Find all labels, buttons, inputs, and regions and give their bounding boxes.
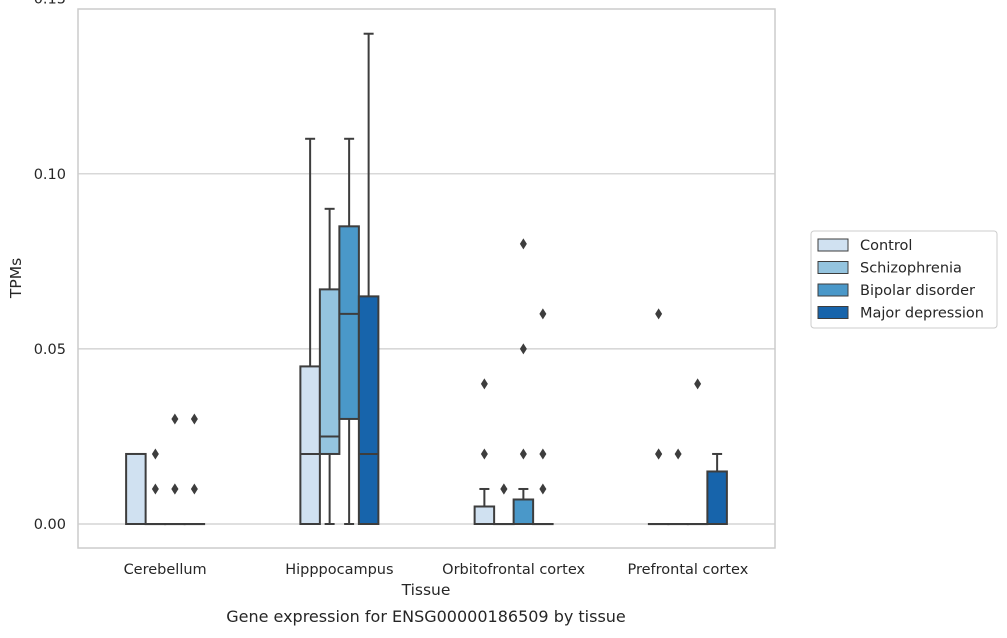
box-1-2: [494, 483, 514, 524]
box-1-1: [320, 0, 340, 524]
box-0-0: [126, 454, 146, 524]
outlier-point: [539, 308, 546, 319]
box-2-2: [514, 238, 534, 524]
y-tick-label: 0.00: [34, 517, 66, 533]
box-1-3: [668, 448, 688, 524]
outlier-point: [191, 483, 198, 494]
outlier-point: [481, 378, 488, 389]
x-tick-label: Prefrontal cortex: [627, 562, 748, 578]
legend-label: Schizophrenia: [860, 261, 962, 277]
box-0-1: [300, 0, 320, 524]
box-3-1: [359, 34, 379, 524]
box-iqr: [320, 289, 340, 454]
legend-label: Control: [860, 238, 912, 254]
outlier-point: [520, 343, 527, 354]
box-3-0: [185, 413, 205, 524]
outlier-point: [655, 448, 662, 459]
legend-label: Major depression: [860, 306, 984, 322]
box-1-0: [146, 448, 166, 524]
x-tick-label: Hipppocampus: [285, 562, 393, 578]
outlier-point: [539, 483, 546, 494]
grid-lines: [78, 0, 775, 524]
box-3-3: [707, 454, 727, 524]
outlier-point: [171, 483, 178, 494]
box-iqr: [475, 506, 495, 524]
outlier-point: [539, 448, 546, 459]
box-3-2: [533, 308, 553, 524]
outlier-point: [520, 448, 527, 459]
outlier-point: [171, 413, 178, 424]
boxes-layer: [126, 0, 727, 524]
legend-swatch: [818, 284, 848, 296]
box-2-1: [339, 0, 359, 524]
y-tick-label: 0.05: [34, 342, 66, 358]
x-axis-label: Tissue: [401, 581, 451, 599]
box-iqr: [707, 471, 727, 524]
outlier-point: [152, 448, 159, 459]
x-tick-labels: Cerebellum Hipppocampus Orbitofrontal cort…: [124, 562, 749, 578]
box-iqr: [359, 296, 379, 524]
outlier-point: [191, 413, 198, 424]
outlier-point: [675, 448, 682, 459]
outlier-point: [694, 378, 701, 389]
outlier-point: [655, 308, 662, 319]
box-2-3: [688, 378, 708, 524]
plot-area-frame: [78, 9, 775, 548]
box-iqr: [514, 499, 534, 524]
legend-label: Bipolar disorder: [860, 283, 975, 299]
box-2-0: [165, 413, 185, 524]
legend-swatch: [818, 307, 848, 319]
chart-caption: Gene expression for ENSG00000186509 by t…: [226, 607, 626, 626]
outlier-point: [481, 448, 488, 459]
y-tick-labels: 0.000.050.100.150.200.25: [34, 0, 66, 533]
box-iqr: [339, 226, 359, 419]
outlier-point: [520, 238, 527, 249]
legend-swatch: [818, 239, 848, 251]
outlier-point: [500, 483, 507, 494]
y-axis-label: TPMs: [7, 258, 25, 299]
legend-swatch: [818, 262, 848, 274]
y-tick-label: 0.10: [34, 167, 66, 183]
x-tick-label: Cerebellum: [124, 562, 207, 578]
box-0-2: [475, 378, 495, 524]
box-iqr: [126, 454, 146, 524]
y-tick-label: 0.15: [34, 0, 66, 8]
box-iqr: [300, 366, 320, 524]
legend: Control Schizophrenia Bipolar disorder Majo…: [811, 231, 997, 328]
x-tick-label: Orbitofrontal cortex: [442, 562, 585, 578]
outlier-point: [152, 483, 159, 494]
box-0-3: [649, 308, 669, 524]
